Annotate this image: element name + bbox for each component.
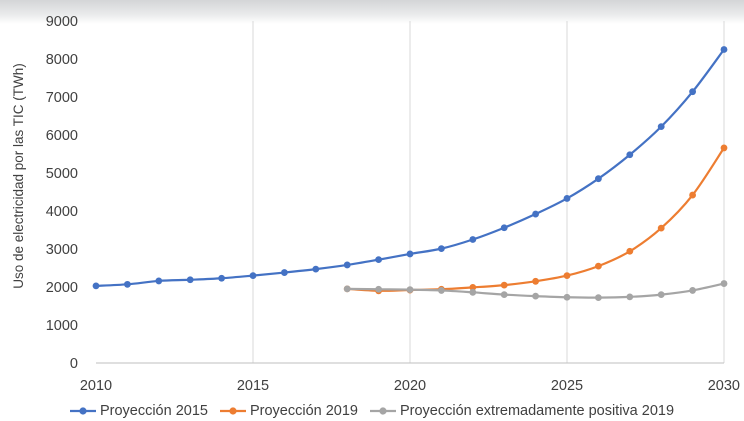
x-tick-label: 2010: [80, 378, 112, 394]
legend-swatch: [219, 406, 246, 415]
legend-label: Proyección extremadamente positiva 2019: [399, 402, 675, 419]
y-tick-label: 5000: [46, 166, 78, 182]
legend-label: Proyección 2015: [99, 402, 208, 419]
data-point: [626, 293, 634, 301]
data-point: [281, 269, 288, 276]
data-point: [375, 256, 382, 264]
series-1: [92, 46, 728, 290]
x-axis-ticks: 2010 2015 2020 2025 2030: [80, 378, 740, 394]
x-tick-label: 2015: [237, 378, 269, 394]
x-tick-label: 2025: [551, 378, 583, 394]
data-point: [218, 274, 226, 282]
series-group: [92, 46, 728, 302]
y-tick-label: 2000: [46, 280, 78, 296]
legend: Proyección 2015 Proyección 2019 Proyección…: [0, 400, 744, 421]
data-point: [469, 288, 477, 296]
legend-swatch: [69, 406, 96, 415]
data-point: [124, 280, 131, 288]
data-point: [657, 224, 665, 232]
data-point: [186, 276, 194, 284]
y-tick-label: 7000: [46, 90, 78, 106]
y-tick-label: 9000: [46, 14, 78, 30]
legend-item: Proyección extremadamente positiva 2019: [369, 402, 675, 419]
legend-label: Proyección 2019: [249, 402, 358, 419]
data-point: [720, 144, 728, 152]
series-line: [347, 147, 725, 292]
y-tick-label: 3000: [46, 242, 78, 258]
y-tick-label: 0: [70, 356, 78, 372]
legend-item: Proyección 2019: [219, 402, 358, 419]
data-point: [500, 281, 508, 289]
data-point: [343, 285, 351, 293]
data-point: [469, 236, 477, 243]
data-point: [563, 272, 571, 279]
data-point: [563, 293, 571, 301]
data-point: [532, 292, 539, 300]
data-point: [595, 294, 602, 302]
legend-item: Proyección 2015: [69, 402, 208, 419]
data-point: [155, 277, 163, 285]
data-point: [375, 285, 382, 293]
data-point: [92, 282, 100, 290]
data-point: [500, 291, 508, 298]
data-point: [626, 247, 634, 255]
y-tick-label: 8000: [46, 52, 78, 68]
series-2: [343, 144, 728, 295]
data-point: [689, 88, 696, 96]
data-point: [532, 277, 539, 285]
data-point: [532, 210, 539, 218]
data-point: [249, 272, 257, 279]
data-point: [563, 195, 571, 202]
data-point: [312, 265, 320, 273]
y-tick-label: 6000: [46, 128, 78, 144]
data-point: [689, 287, 696, 294]
x-tick-label: 2030: [708, 378, 740, 394]
data-point: [595, 175, 602, 183]
data-point: [469, 283, 477, 291]
data-point: [595, 262, 602, 270]
series-3: [343, 280, 728, 302]
data-point: [720, 280, 728, 287]
data-point: [657, 123, 665, 131]
data-point: [406, 286, 414, 294]
data-point: [500, 224, 508, 232]
data-point: [406, 250, 414, 258]
y-tick-label: 4000: [46, 204, 78, 220]
y-axis-label: Uso de electricidad por las TIC (TWh): [11, 63, 26, 289]
data-point: [657, 291, 665, 298]
data-point: [343, 261, 351, 269]
legend-swatch: [369, 406, 396, 415]
data-point: [720, 46, 728, 53]
y-axis-ticks: 0 1000 2000 3000 4000 5000 6000 7000 8000 9000: [46, 14, 78, 372]
line-chart: Uso de electricidad por las TIC (TWh) 0 1…: [11, 14, 740, 394]
y-tick-label: 1000: [46, 318, 78, 334]
data-point: [438, 245, 445, 253]
x-tick-label: 2020: [394, 378, 426, 394]
data-point: [626, 151, 634, 159]
gridlines: [252, 21, 725, 363]
data-point: [438, 287, 445, 294]
data-point: [689, 191, 696, 199]
